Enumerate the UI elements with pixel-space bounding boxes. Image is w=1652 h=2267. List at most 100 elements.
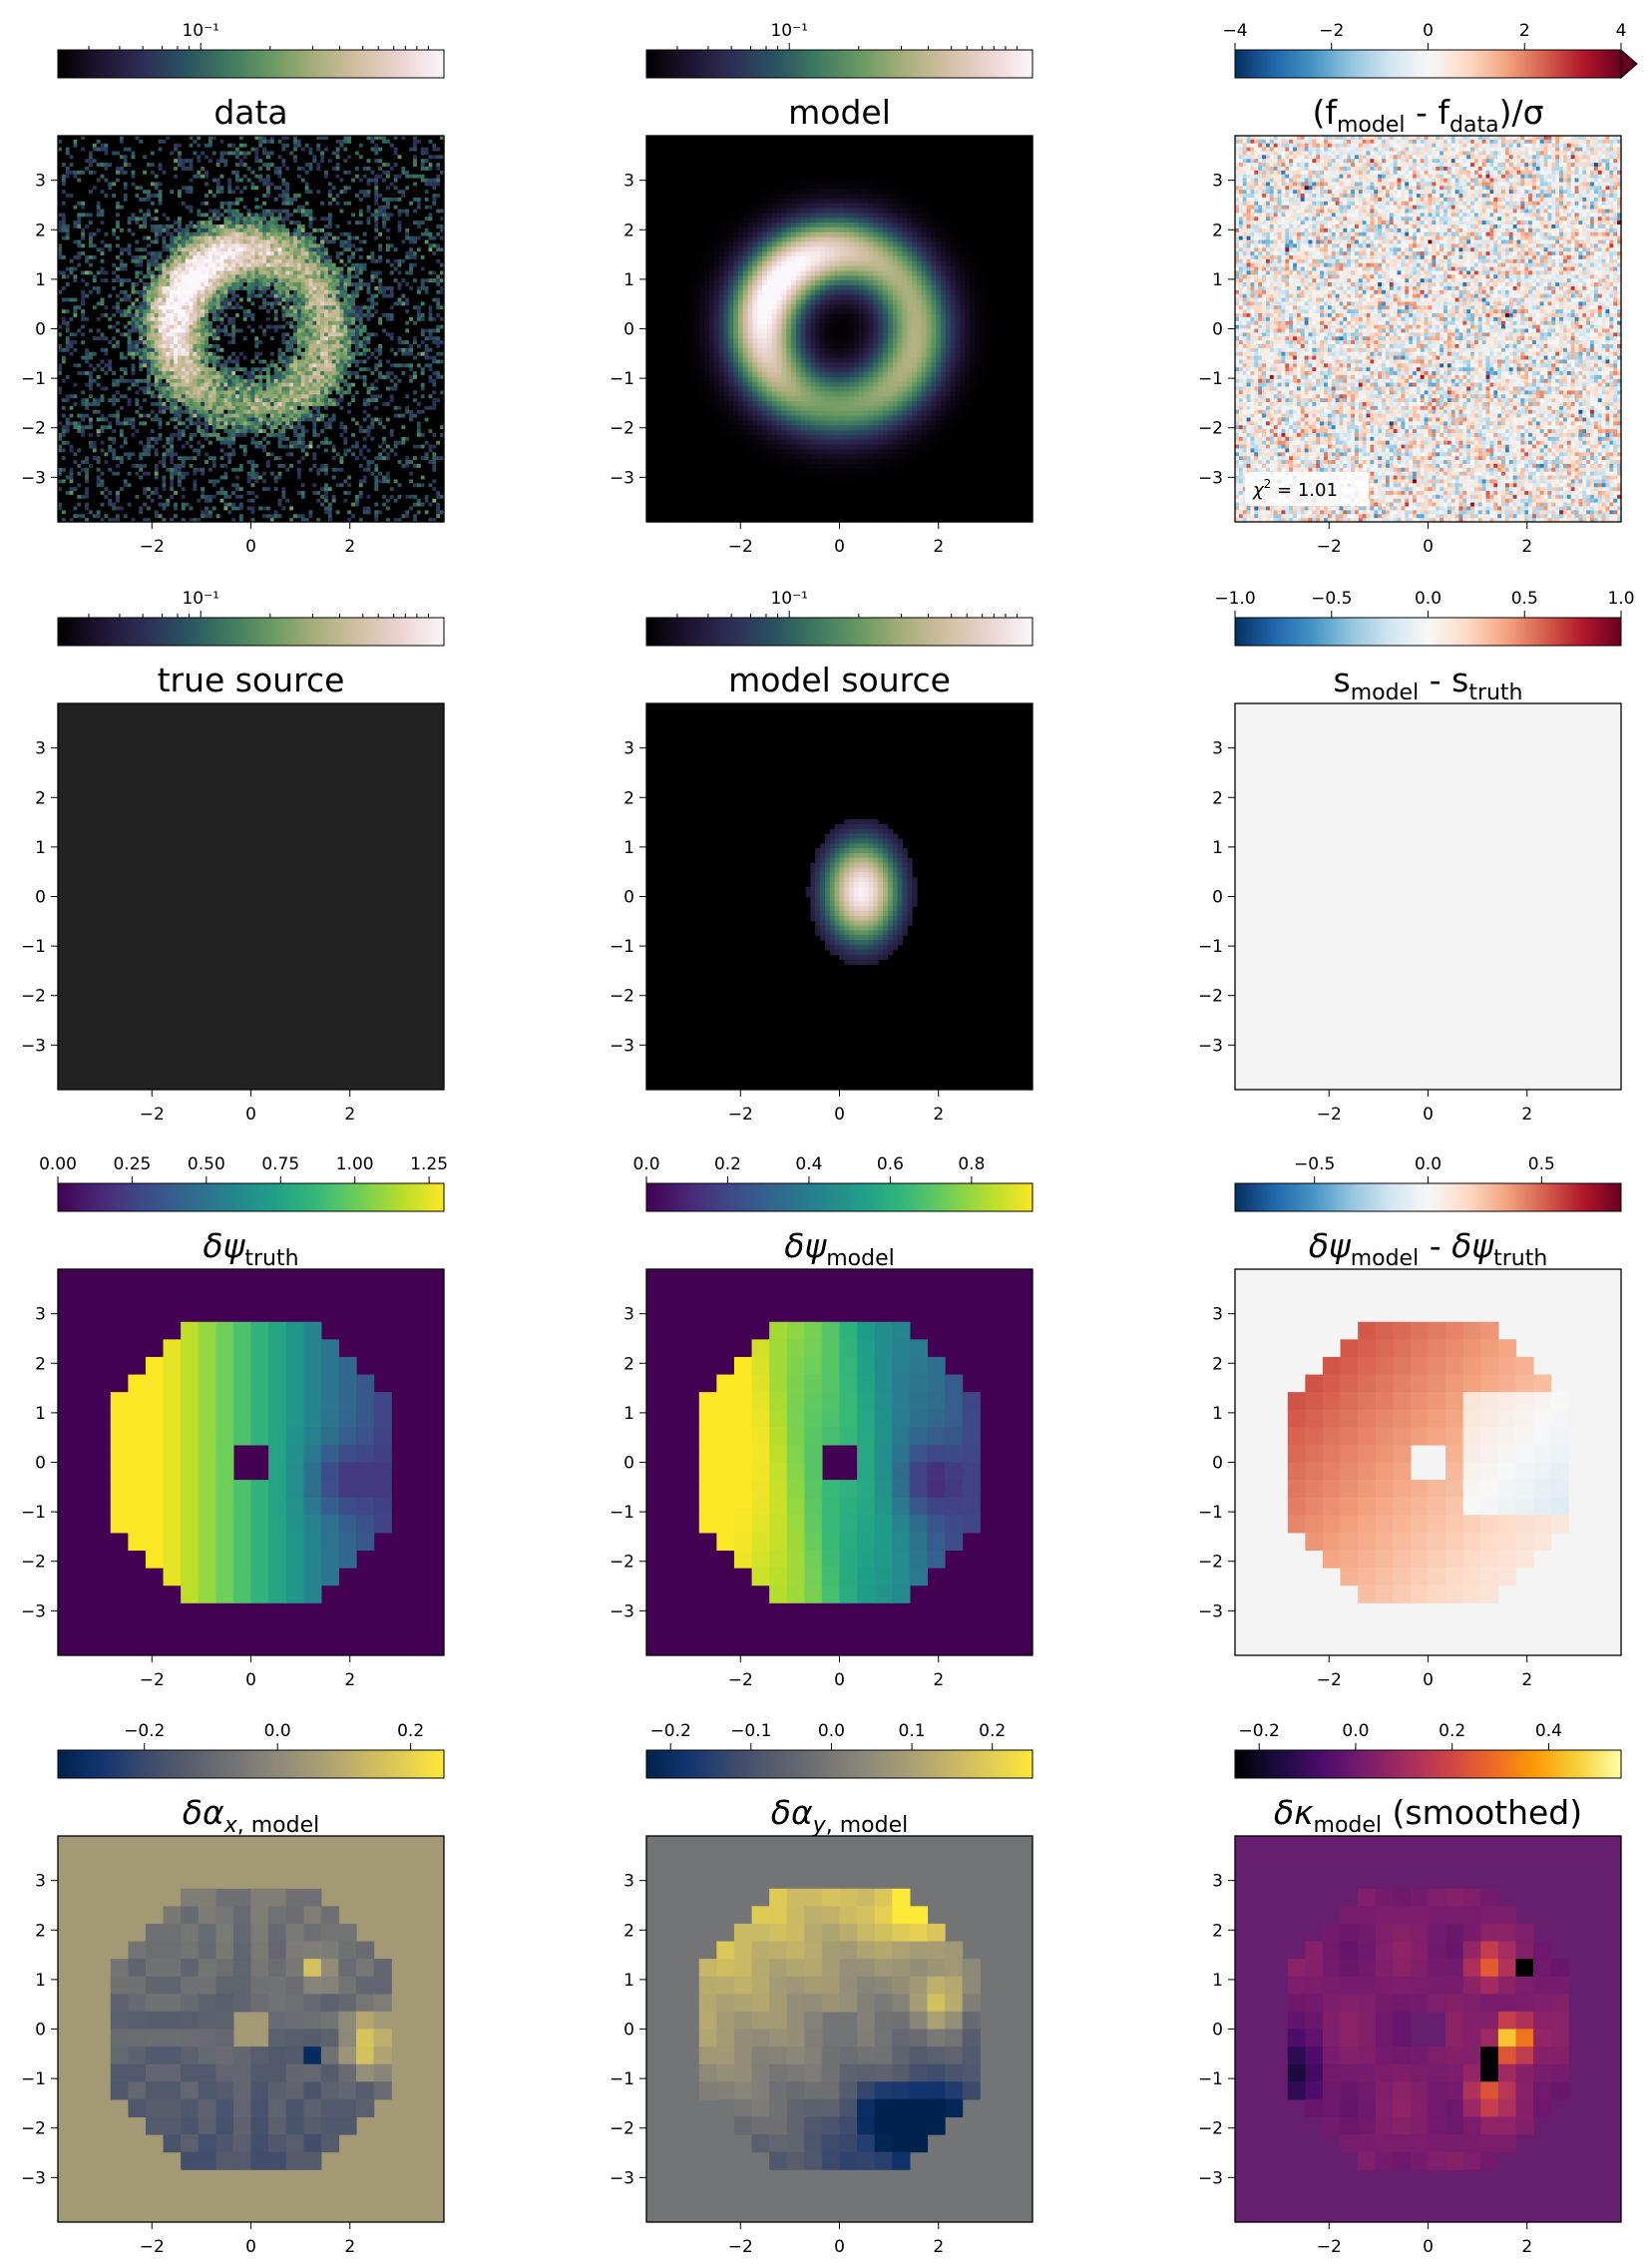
panel-title: data [213, 93, 287, 132]
x-tick-label: 0 [834, 2237, 845, 2257]
colorbar-tick-label: 10⁻¹ [182, 21, 218, 41]
colorbar-tick-label: 10⁻¹ [770, 21, 807, 41]
y-tick-label: 0 [623, 320, 634, 340]
x-tick-label: −2 [1317, 1105, 1342, 1125]
heatmap-image [58, 1836, 444, 2222]
y-tick-label: 1 [623, 270, 634, 290]
colorbar-tick-label: 1.0 [1607, 589, 1634, 609]
colorbar-tick-label: 10⁻¹ [770, 589, 807, 609]
colorbar [646, 1750, 1032, 1778]
y-tick-label: −3 [610, 1036, 634, 1056]
y-tick-label: 0 [1212, 888, 1223, 908]
colorbar-tick-label: −4 [1222, 21, 1247, 41]
x-tick-label: −2 [140, 1105, 165, 1125]
panel-title: δαy, model​ [771, 1793, 908, 1838]
colorbar-tick-label: 1.25 [410, 1154, 448, 1174]
y-tick-label: 1 [623, 1404, 634, 1424]
y-tick-label: 0 [35, 2021, 46, 2040]
panel-title: δψmodel​ [784, 1226, 894, 1271]
colorbar-tick-label: 0.6 [877, 1154, 904, 1174]
x-tick-label: 0 [245, 537, 256, 557]
colorbar-tick-label: −0.5 [1294, 1154, 1335, 1174]
y-tick-label: −1 [610, 1503, 634, 1523]
colorbar-tick-label: 0.2 [979, 1721, 1006, 1741]
y-tick-label: 0 [35, 1454, 46, 1474]
y-tick-label: 2 [35, 1921, 46, 1941]
y-tick-label: 0 [623, 888, 634, 908]
y-tick-label: 3 [1212, 172, 1223, 192]
x-tick-label: −2 [728, 1105, 753, 1125]
y-tick-label: −2 [610, 2119, 634, 2139]
colorbar-tick-label: 0.0 [1415, 589, 1442, 609]
y-tick-label: −3 [1198, 468, 1223, 488]
y-tick-label: −1 [21, 369, 46, 389]
x-tick-label: 0 [1423, 2237, 1434, 2257]
panel-title: true source [158, 661, 345, 699]
x-tick-label: 2 [933, 537, 944, 557]
heatmap-image [1235, 703, 1621, 1090]
colorbar-tick-label: 0.5 [1511, 589, 1538, 609]
colorbar [646, 1183, 1032, 1211]
x-tick-label: −2 [140, 1670, 165, 1690]
x-tick-label: 0 [1423, 1670, 1434, 1690]
heatmap-image [646, 136, 1033, 523]
y-tick-label: −1 [1198, 369, 1223, 389]
panel-title: model [788, 93, 891, 132]
colorbar-tick-label: 0.0 [264, 1721, 291, 1741]
y-tick-label: −2 [1198, 2119, 1223, 2139]
x-tick-label: 2 [1521, 2237, 1532, 2257]
panel-title: δψmodel​ - δψtruth​ [1309, 1226, 1548, 1271]
y-tick-label: −3 [610, 468, 634, 488]
colorbar-tick-label: −0.1 [730, 1721, 771, 1741]
y-tick-label: −1 [21, 937, 46, 957]
y-tick-label: −3 [610, 2168, 634, 2188]
x-tick-label: 2 [344, 1105, 355, 1125]
y-tick-label: 2 [1212, 1921, 1223, 1941]
y-tick-label: 0 [1212, 1454, 1223, 1474]
heatmap-image [58, 136, 445, 523]
colorbar [646, 50, 1032, 78]
x-tick-label: 2 [933, 1670, 944, 1690]
colorbar-extend [1621, 50, 1637, 78]
colorbar-tick-label: 0.0 [818, 1721, 845, 1741]
y-tick-label: 2 [623, 1354, 634, 1374]
y-tick-label: 2 [623, 788, 634, 808]
y-tick-label: −1 [21, 2069, 46, 2089]
colorbar-tick-label: 4 [1616, 21, 1627, 41]
colorbar-tick-label: 0.1 [899, 1721, 926, 1741]
y-tick-label: −2 [21, 2119, 46, 2139]
colorbar [1235, 1750, 1621, 1778]
colorbar-tick-label: 0.25 [113, 1154, 151, 1174]
y-tick-label: 3 [623, 172, 634, 192]
heatmap-image [1235, 136, 1622, 523]
y-tick-label: −2 [610, 987, 634, 1007]
y-tick-label: 2 [35, 221, 46, 240]
y-tick-label: 2 [623, 1921, 634, 1941]
y-tick-label: −2 [21, 419, 46, 439]
colorbar [1235, 50, 1621, 78]
y-tick-label: 2 [1212, 788, 1223, 808]
heatmap-image [58, 1269, 444, 1655]
x-tick-label: −2 [140, 2237, 165, 2257]
heatmap-image [58, 703, 444, 1090]
y-tick-label: 0 [35, 320, 46, 340]
y-tick-label: 3 [35, 739, 46, 759]
colorbar [1235, 618, 1621, 646]
heatmap-image [646, 703, 1032, 1090]
y-tick-label: −3 [610, 1601, 634, 1621]
y-tick-label: 1 [35, 270, 46, 290]
colorbar-tick-label: 0.0 [1415, 1154, 1442, 1174]
y-tick-label: 0 [35, 888, 46, 908]
y-tick-label: 0 [623, 1454, 634, 1474]
x-tick-label: 2 [933, 1105, 944, 1125]
y-tick-label: −2 [610, 1553, 634, 1573]
y-tick-label: −2 [1198, 1553, 1223, 1573]
colorbar-tick-label: −1.0 [1214, 589, 1255, 609]
colorbar-tick-label: 0.75 [261, 1154, 299, 1174]
colorbar-tick-label: 0 [1423, 21, 1434, 41]
